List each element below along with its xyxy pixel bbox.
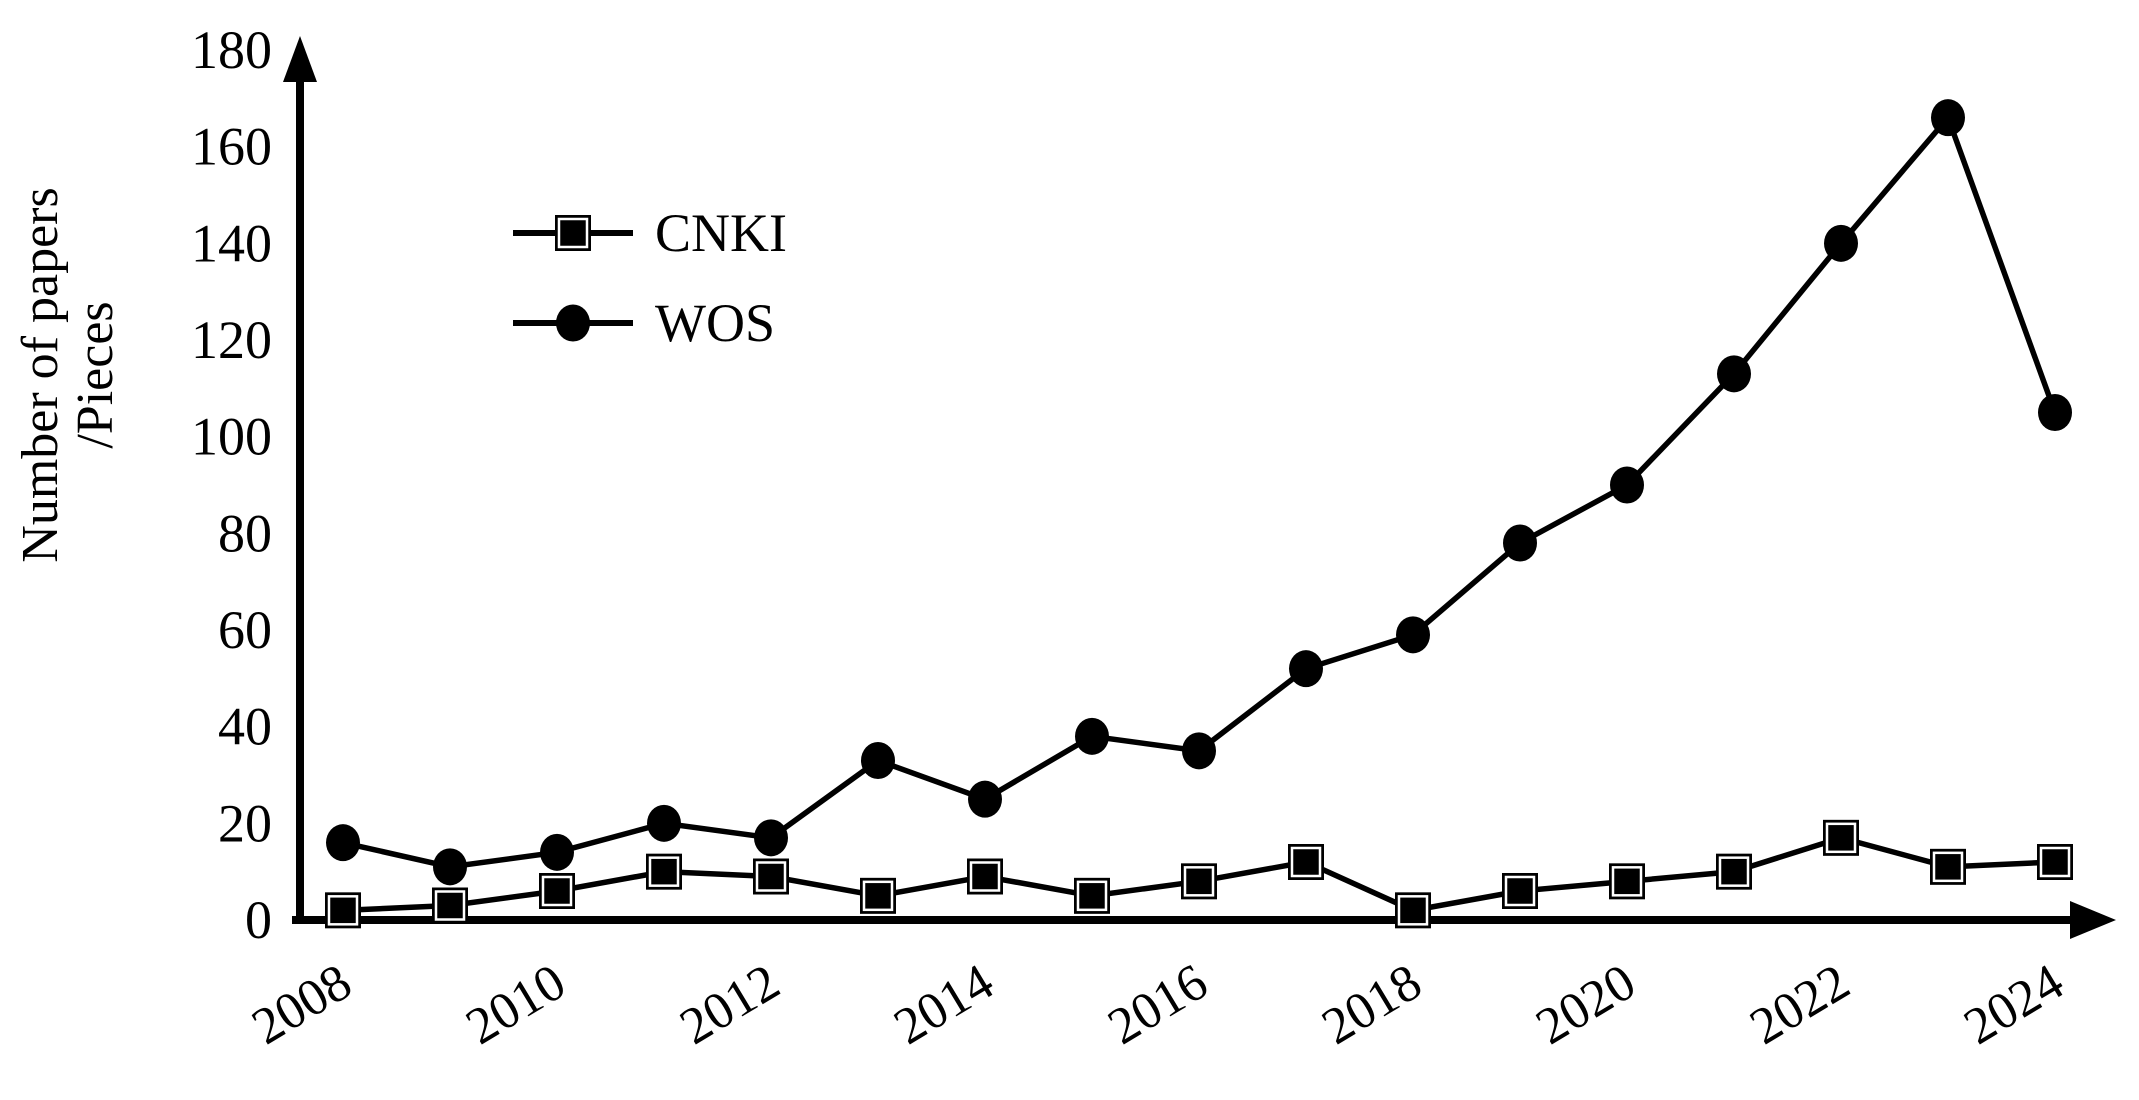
- marker-CNKI-2011: [646, 853, 682, 890]
- marker-CNKI-2010-inner: [541, 875, 573, 907]
- marker-WOS-2016: [1182, 732, 1216, 770]
- marker-CNKI-2024: [2037, 844, 2073, 880]
- marker-CNKI-2014-inner: [969, 861, 1001, 892]
- marker-CNKI-2015-inner: [1076, 880, 1108, 912]
- marker-CNKI-2008: [325, 892, 361, 929]
- marker-CNKI-2014: [967, 858, 1003, 895]
- y-axis-arrow-icon: [283, 36, 317, 82]
- marker-WOS-2023: [1931, 99, 1965, 137]
- y-axis-title-line-1: Number of papers: [12, 187, 69, 562]
- marker-WOS-2010: [540, 833, 574, 871]
- y-tick-label-140: 140: [191, 213, 272, 273]
- y-tick-label-100: 100: [191, 407, 272, 467]
- marker-CNKI-2019: [1502, 873, 1538, 909]
- marker-CNKI-2015: [1074, 877, 1110, 914]
- marker-WOS-2019: [1503, 524, 1537, 562]
- marker-WOS-2018: [1396, 616, 1430, 654]
- marker-WOS-2008: [326, 824, 360, 862]
- y-tick-label-20: 20: [218, 793, 272, 853]
- marker-CNKI-2017: [1288, 844, 1324, 880]
- y-tick-label-60: 60: [218, 600, 272, 660]
- y-axis-title-line-2: /Pieces: [67, 301, 124, 448]
- marker-WOS-2017: [1289, 650, 1323, 688]
- y-tick-label-40: 40: [218, 697, 272, 757]
- marker-CNKI-2022: [1823, 819, 1859, 856]
- marker-CNKI-2020-inner: [1611, 866, 1643, 897]
- y-tick-label-180: 180: [191, 20, 272, 80]
- marker-CNKI-2013: [860, 877, 896, 914]
- marker-CNKI-2023: [1930, 848, 1966, 885]
- marker-CNKI-2020: [1609, 863, 1645, 900]
- y-tick-label-0: 0: [245, 890, 272, 950]
- marker-CNKI-2018-inner: [1397, 895, 1429, 926]
- marker-WOS-2022: [1824, 224, 1858, 262]
- marker-CNKI-2013-inner: [862, 880, 894, 912]
- marker-CNKI-2010: [539, 873, 575, 909]
- marker-CNKI-2008-inner: [327, 895, 359, 926]
- marker-WOS-2015: [1075, 717, 1109, 755]
- marker-CNKI-2024-inner: [2039, 846, 2071, 878]
- x-axis-arrow-icon: [2070, 901, 2116, 939]
- marker-WOS-2020: [1610, 466, 1644, 504]
- marker-WOS-2013: [861, 742, 895, 779]
- legend-marker-CNKI: [555, 215, 591, 251]
- marker-CNKI-2016-inner: [1183, 866, 1215, 897]
- marker-CNKI-2019-inner: [1504, 875, 1536, 907]
- marker-CNKI-2021-inner: [1718, 856, 1750, 887]
- marker-WOS-2021: [1717, 355, 1751, 393]
- marker-CNKI-2022-inner: [1825, 822, 1857, 854]
- marker-CNKI-2011-inner: [648, 856, 680, 887]
- marker-WOS-2009: [433, 848, 467, 886]
- legend-label-WOS: WOS: [655, 293, 775, 353]
- y-tick-label-80: 80: [218, 503, 272, 563]
- marker-CNKI-2016: [1181, 863, 1217, 900]
- marker-WOS-2012: [754, 819, 788, 857]
- marker-CNKI-2018: [1395, 892, 1431, 929]
- legend-marker-CNKI-inner: [557, 217, 589, 249]
- marker-CNKI-2023-inner: [1932, 851, 1964, 883]
- marker-WOS-2011: [647, 804, 681, 842]
- legend-marker-WOS: [556, 304, 590, 342]
- marker-CNKI-2017-inner: [1290, 846, 1322, 878]
- y-tick-label-120: 120: [191, 310, 272, 370]
- marker-WOS-2014: [968, 780, 1002, 818]
- marker-CNKI-2009: [432, 887, 468, 924]
- marker-CNKI-2009-inner: [434, 890, 466, 921]
- marker-CNKI-2012: [753, 858, 789, 895]
- marker-CNKI-2021: [1716, 853, 1752, 890]
- y-tick-label-160: 160: [191, 117, 272, 177]
- marker-WOS-2024: [2038, 394, 2072, 431]
- legend-label-CNKI: CNKI: [655, 203, 787, 263]
- marker-CNKI-2012-inner: [755, 861, 787, 892]
